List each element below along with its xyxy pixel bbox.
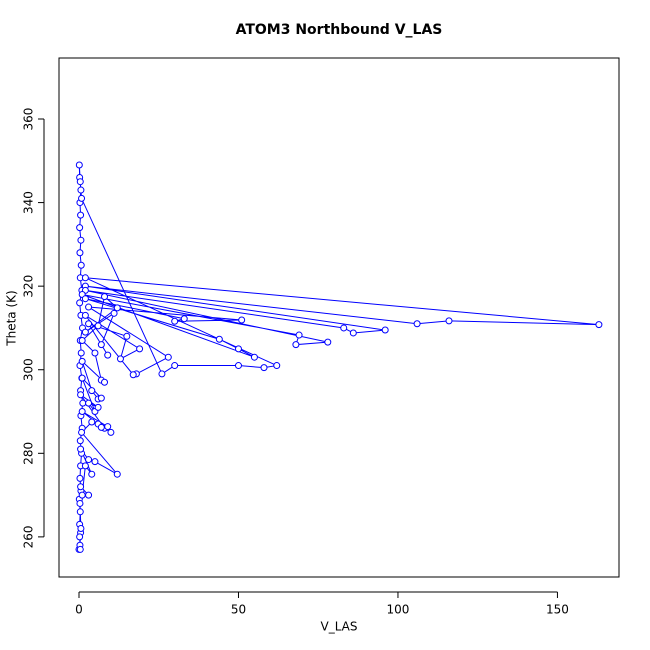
data-point [76,224,84,232]
data-point [77,186,85,194]
data-point [85,320,93,328]
data-point [292,341,300,349]
y-tick-label: 260 [22,525,36,548]
data-point [76,437,84,445]
data-point [171,317,179,325]
data-point [595,321,603,329]
data-point [78,357,86,365]
data-point [180,315,188,323]
data-point [234,345,242,353]
data-point [349,329,357,337]
plot-frame [58,57,620,578]
data-point [104,423,112,431]
data-point [340,324,348,332]
data-point [136,345,144,353]
data-point [123,332,131,340]
data-point [104,351,112,359]
data-point [445,317,453,325]
data-line [78,164,599,550]
y-tick-label: 300 [22,358,36,381]
y-tick-label: 280 [22,442,36,465]
data-point [413,320,421,328]
data-point [78,336,86,344]
data-point [76,533,84,541]
data-point [94,322,102,330]
data-point [77,211,85,219]
x-axis-label: V_LAS [321,620,358,634]
data-point [171,362,179,370]
data-point [77,391,85,399]
data-point [75,161,83,169]
data-point [94,403,102,411]
data-point [381,326,389,334]
data-point [85,303,93,311]
data-point [101,378,109,386]
data-point [91,458,99,466]
x-tick-label: 50 [231,603,246,617]
x-tick-label: 100 [387,603,410,617]
data-point [76,299,84,307]
data-point [295,331,303,339]
data-point [85,491,93,499]
y-axis-label: Theta (K) [5,290,19,346]
data-point [88,387,96,395]
data-point [85,399,93,407]
data-point [81,295,89,303]
data-point [234,362,242,370]
y-tick-label: 360 [22,108,36,131]
data-point [77,525,85,533]
data-point [129,371,137,379]
data-point [76,474,84,482]
data-point [78,374,86,382]
data-point [88,418,96,426]
data-point [91,349,99,357]
data-point [77,445,85,453]
data-point [77,483,85,491]
data-point [76,545,84,553]
data-point [215,335,223,343]
data-point [76,499,84,507]
data-point [77,236,85,244]
chart-title: ATOM3 Northbound V_LAS [236,22,443,38]
data-point [113,470,121,478]
y-tick-label: 340 [22,191,36,214]
data-point [324,338,332,346]
data-point [78,194,86,202]
data-point [78,408,86,416]
data-point [79,399,87,407]
data-point [164,353,172,361]
data-point [97,394,105,402]
data-point [116,355,124,363]
data-point [76,249,84,257]
data-point [81,328,89,336]
data-point [88,470,96,478]
data-point [77,261,85,269]
data-point [81,274,89,282]
data-point [101,293,109,301]
data-point [158,370,166,378]
y-tick-label: 320 [22,275,36,298]
x-tick-label: 0 [75,603,83,617]
data-point [107,428,115,436]
data-point [76,178,84,186]
data-point [273,362,281,370]
data-point [238,316,246,324]
data-point [85,456,93,464]
data-point [97,341,105,349]
data-point [78,491,86,499]
data-point [260,364,268,372]
data-point [81,462,89,470]
data-point [97,423,105,431]
data-point [77,349,85,357]
data-point [78,428,86,436]
data-point [110,309,118,317]
data-point [81,311,89,319]
data-point [250,353,258,361]
data-point [113,304,121,312]
x-tick-label: 150 [546,603,569,617]
data-point [76,508,84,516]
